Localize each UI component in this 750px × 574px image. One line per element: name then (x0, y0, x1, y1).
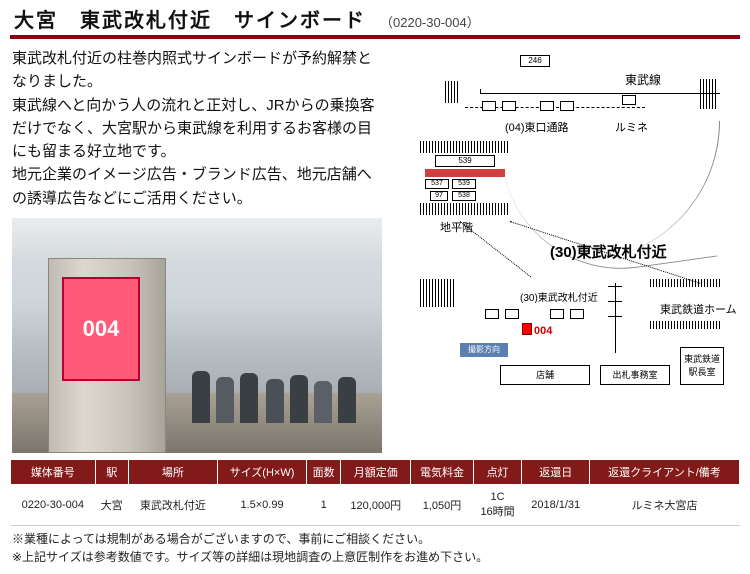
table-cell: 1C 16時間 (473, 484, 522, 525)
page-code: （0220-30-004） (380, 12, 480, 31)
table-header: 返還クライアント/備考 (589, 459, 739, 484)
map-box-539a: 539 (435, 155, 495, 167)
table-header: 電気料金 (411, 459, 473, 484)
spec-table: 媒体番号駅場所サイズ(H×W)面数月額定価電気料金点灯返還日返還クライアント/備… (10, 459, 740, 526)
table-cell: 2018/1/31 (522, 484, 590, 525)
map-box-537: 537 (425, 179, 449, 189)
table-header: 場所 (128, 459, 217, 484)
table-header: 駅 (95, 459, 128, 484)
map-label-platform: 東武鉄道ホーム (660, 301, 737, 317)
map-label-section-small: (30)東武改札付近 (520, 289, 598, 304)
table-cell: 大宮 (95, 484, 128, 525)
table-cell: 120,000円 (341, 484, 411, 525)
map-box-246: 246 (520, 55, 550, 67)
map-callout-number: 004 (534, 325, 552, 337)
map-label-tobuline: 東武線 (625, 71, 661, 88)
header-divider (10, 35, 740, 39)
map-direction-box: 撮影方向 (460, 343, 508, 357)
table-cell: 1 (306, 484, 340, 525)
table-header: 面数 (306, 459, 340, 484)
map-box-ticket: 出札事務室 (600, 365, 670, 385)
table-cell: 1.5×0.99 (218, 484, 307, 525)
signboard-highlight: 004 (62, 277, 140, 381)
table-cell: 1,050円 (411, 484, 473, 525)
table-header: 点灯 (473, 459, 522, 484)
table-header: サイズ(H×W) (218, 459, 307, 484)
page-title: 大宮 東武改札付近 サインボード (14, 4, 366, 33)
map-section-title: (30)東武改札付近 (550, 241, 667, 262)
map-box-office: 東武鉄道 駅長室 (680, 347, 724, 385)
description-text: 東武改札付近の柱巻内照式サインボードが予約解禁となりました。東武線へと向かう人の… (12, 47, 382, 210)
map-box-539b: 539 (452, 179, 476, 189)
map-box-shop: 店舗 (500, 365, 590, 385)
table-header: 媒体番号 (11, 459, 96, 484)
location-photo: 004 (12, 218, 382, 453)
table-header: 返還日 (522, 459, 590, 484)
map-box-538: 538 (452, 191, 476, 201)
table-header: 月額定価 (341, 459, 411, 484)
signboard-number: 004 (83, 316, 120, 342)
footnotes: ※業種によっては規制がある場合がございますので、事前にご相談ください。※上記サイ… (0, 528, 750, 574)
map-redbox (522, 323, 532, 335)
table-cell: 0220-30-004 (11, 484, 96, 525)
location-map: 246 東武線 (04)東口通路 ルミネ 539 537 539 97 538 (390, 51, 730, 401)
map-box-97: 97 (430, 191, 448, 201)
table-cell: 東武改札付近 (128, 484, 217, 525)
table-cell: ルミネ大宮店 (589, 484, 739, 525)
